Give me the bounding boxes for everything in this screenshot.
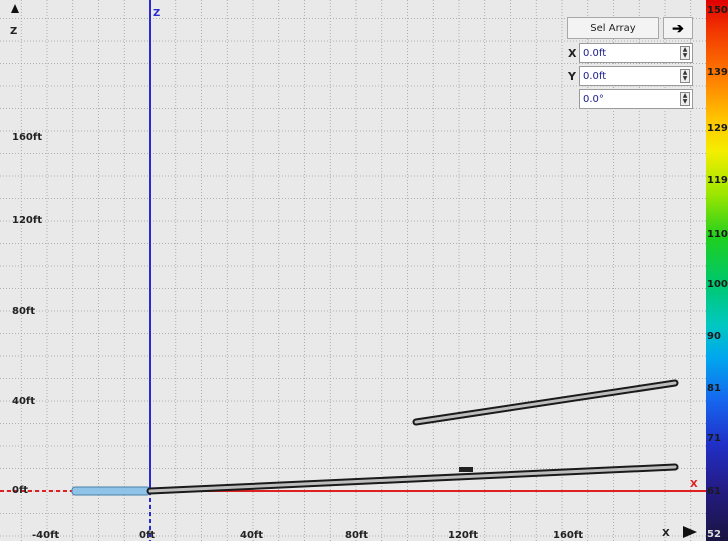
colorbar-label: 90 [707,331,721,342]
sel-array-button[interactable]: Sel Array [567,17,659,39]
colorbar-label: 100 [707,279,728,290]
y-field-label: Y [568,70,576,83]
y-tick-80: 80ft [12,306,36,317]
y-offset-value: 0.0ft [583,71,607,82]
x-tick-120: 120ft [448,530,479,541]
colorbar-label: 139 [707,67,728,78]
selection-panel: Sel Array ➔ X 0.0ft ▲ ▼ Y 0.0ft ▲ ▼ 0.0° ▲… [567,17,695,113]
x-axis-end-label: X [690,479,698,490]
colorbar-label: 71 [707,433,721,444]
x-offset-value: 0.0ft [583,48,607,59]
x-tick-80: 80ft [345,530,369,541]
x-spinner-icon[interactable]: ▲ ▼ [680,46,690,60]
y-tick-160: 160ft [12,132,43,143]
z-axis-top-label: Z [153,8,161,19]
arrow-right-icon: ➔ [672,19,684,36]
y-tick-0: 0ft [12,485,29,496]
y-offset-input[interactable]: 0.0ft ▲ ▼ [579,66,693,86]
color-scale-bar: 150 139 129 119 110 100 90 81 71 61 52 [706,0,728,541]
x-offset-input[interactable]: 0.0ft ▲ ▼ [579,43,693,63]
up-arrow-icon [11,4,19,13]
y-spinner-icon[interactable]: ▲ ▼ [680,69,690,83]
y-field-row: Y 0.0ft ▲ ▼ [567,66,695,86]
x-tick-160: 160ft [553,530,584,541]
grid-svg [0,0,706,541]
colorbar-label: 150 [707,5,728,16]
angle-spinner-icon[interactable]: ▲ ▼ [680,92,690,106]
apply-arrow-button[interactable]: ➔ [663,17,693,39]
colorbar-label: 52 [707,529,721,540]
colorbar-label: 119 [707,175,728,186]
colorbar-label: 129 [707,123,728,134]
angle-field-row: 0.0° ▲ ▼ [567,89,695,109]
x-tick-40: 40ft [240,530,264,541]
right-arrow-icon [683,526,697,538]
x-field-row: X 0.0ft ▲ ▼ [567,43,695,63]
angle-input[interactable]: 0.0° ▲ ▼ [579,89,693,109]
colorbar-label: 81 [707,383,721,394]
x-tick-0: 0ft [139,530,156,541]
x-field-label: X [568,47,577,60]
y-tick-40: 40ft [12,396,36,407]
angle-value: 0.0° [583,94,604,105]
colorbar-label: 61 [707,486,721,497]
x-tick-neg40: -40ft [32,530,60,541]
element-marker [459,467,473,472]
z-axis-label: Z [10,26,18,37]
colorbar-label: 110 [707,229,728,240]
selected-array-element[interactable] [71,486,151,496]
y-tick-120: 120ft [12,215,43,226]
plot-canvas[interactable]: Z Z X X 160ft 120ft 80ft 40ft 0ft -40ft … [0,0,706,541]
x-axis-label: X [662,528,670,539]
